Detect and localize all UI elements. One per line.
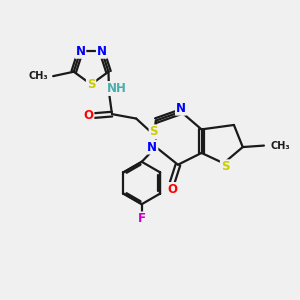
Text: S: S [221, 160, 229, 173]
Text: N: N [176, 102, 186, 115]
Text: CH₃: CH₃ [270, 141, 290, 151]
Text: F: F [138, 212, 146, 225]
Text: O: O [83, 109, 94, 122]
Text: NH: NH [107, 82, 127, 95]
Text: S: S [87, 78, 95, 91]
Text: N: N [75, 45, 85, 58]
Text: N: N [147, 141, 158, 154]
Text: O: O [167, 183, 177, 196]
Text: S: S [150, 125, 158, 138]
Text: CH₃: CH₃ [28, 71, 48, 81]
Text: N: N [97, 45, 107, 58]
